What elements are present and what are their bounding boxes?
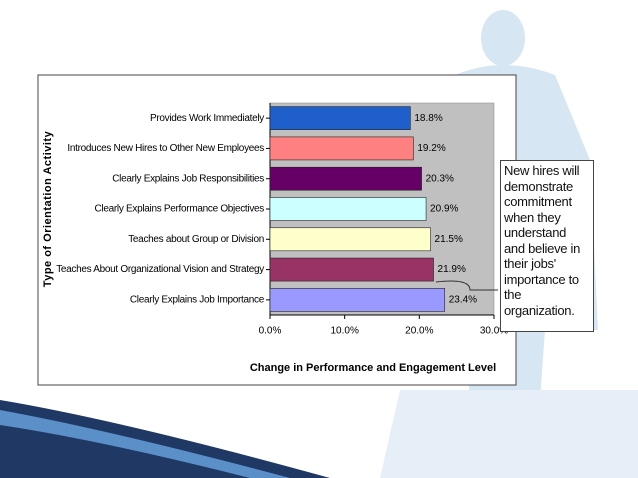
bar (269, 288, 446, 312)
callout: New hires will demonstrate commitment wh… (500, 160, 594, 332)
swoosh-light (0, 410, 290, 478)
bar (269, 257, 434, 282)
x-tick-label: 0.0% (259, 326, 282, 337)
bar (269, 227, 431, 252)
x-axis-title: Change in Performance and Engagement Lev… (250, 362, 496, 374)
bar (269, 106, 411, 130)
callout-bracket (435, 280, 498, 291)
value-label: 18.8% (414, 113, 442, 124)
y-tick-label: Teaches about Group or Division (128, 234, 264, 245)
value-label: 20.3% (426, 173, 454, 184)
y-tick-label: Teaches About Organizational Vision and … (56, 264, 264, 275)
value-label: 23.4% (449, 294, 477, 305)
bar (269, 166, 422, 191)
x-tick-label: 30.0% (480, 326, 508, 337)
value-label: 19.2% (417, 143, 445, 154)
x-tick-label: 20.0% (405, 326, 433, 337)
y-tick-label: Introduces New Hires to Other New Employ… (67, 143, 264, 154)
value-label: 21.5% (435, 234, 463, 245)
value-label: 20.9% (430, 204, 458, 215)
y-tick-label: Clearly Explains Job Responsibilities (112, 173, 264, 184)
bar (269, 197, 427, 221)
y-axis-title: Type of Orientation Activity (42, 130, 54, 287)
x-tick-label: 10.0% (330, 326, 358, 337)
y-tick-label: Clearly Explains Performance Objectives (95, 204, 265, 215)
y-tick-label: Provides Work Immediately (150, 113, 264, 124)
swoosh (0, 400, 330, 478)
value-label: 21.9% (438, 264, 466, 275)
y-tick-label: Clearly Explains Job Importance (130, 294, 265, 305)
bar (269, 136, 414, 161)
